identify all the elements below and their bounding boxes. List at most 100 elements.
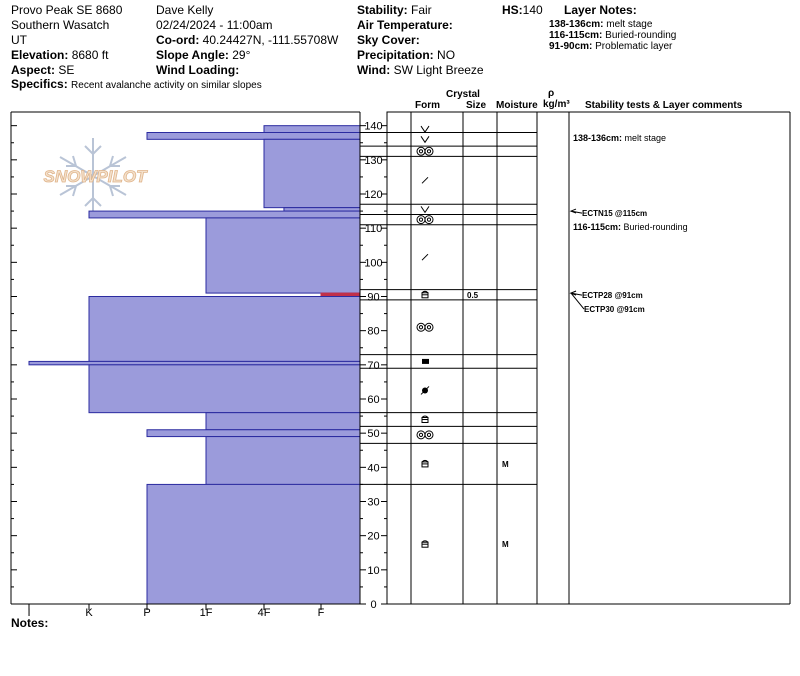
layer-note-3-range: 91-90cm:	[549, 41, 593, 52]
melt-circle	[416, 146, 426, 156]
coord-value: 40.24427N, -111.55708W	[202, 33, 339, 47]
comment-arrow	[570, 292, 585, 310]
snow-height: HS:140	[502, 3, 543, 18]
location-name: Provo Peak SE 8680	[11, 3, 123, 17]
faceted-icon	[421, 415, 429, 423]
hardness-bar	[263, 138, 361, 209]
graupel-icon	[420, 386, 430, 395]
precip-value: NO	[437, 48, 456, 62]
hardness-bar	[205, 436, 361, 485]
faceted-icon	[421, 540, 429, 548]
melt-circle	[424, 430, 434, 440]
layer-comment: 116-115cm: Buried-rounding	[573, 222, 688, 232]
density-unit-header: kg/m³	[543, 99, 570, 110]
melt-circle	[418, 325, 424, 330]
height-tick-label: 110	[365, 223, 383, 235]
depth-hoar-icon	[420, 125, 430, 133]
height-tick-label: 80	[367, 326, 379, 338]
layer-comment-range: 138-136cm:	[573, 133, 622, 143]
stability-comments: 138-136cm: melt stage ECTN15 @115cm 116-11…	[569, 133, 688, 314]
ice-block	[422, 358, 429, 364]
hardness-bar	[146, 429, 361, 438]
hardness-bar	[88, 364, 361, 414]
height-tick-label: 40	[367, 462, 379, 474]
melt-form-icon	[416, 215, 434, 225]
hardness-bar	[146, 132, 361, 140]
facet-arc	[421, 459, 429, 463]
air-temperature: Air Temperature:	[357, 18, 453, 33]
hardness-bar	[320, 292, 361, 298]
region-name: Southern Wasatch	[11, 18, 110, 32]
melt-circle	[416, 322, 426, 332]
hardness-tick-label: 4F	[258, 607, 271, 619]
stability-label: Stability:	[357, 3, 408, 17]
hardness-bar	[28, 360, 361, 366]
stability-test-result: ECTP28 @91cm	[582, 291, 643, 300]
layer-note-1: 138-136cm: melt stage	[549, 19, 652, 31]
decomposing-stroke	[421, 176, 429, 184]
height-tick-label: 120	[364, 189, 382, 201]
faceted-icon	[421, 290, 429, 299]
stability: Stability: Fair	[357, 3, 432, 18]
layer-cells: 0.5 M M	[416, 125, 509, 549]
hardness-bar	[263, 125, 361, 133]
melt-circle	[424, 146, 434, 156]
hardness-bar	[283, 207, 361, 212]
facet-arc	[421, 415, 429, 418]
wind-value: SW Light Breeze	[393, 63, 484, 77]
snowflake-logo-icon	[59, 138, 127, 214]
height-tick-label: 30	[367, 497, 379, 509]
height-tick-label: 20	[367, 531, 379, 543]
melt-circle	[418, 217, 424, 222]
comment-arrowhead	[569, 290, 577, 296]
layer-note-2-text: Buried-rounding	[605, 30, 677, 41]
facet-arc	[421, 540, 429, 543]
height-axis: 0 10 20 30 40 50 60 70 80 90 100 110 120 130 140	[11, 121, 387, 611]
height-tick-label: 130	[364, 155, 382, 167]
height-tick-label: 90	[367, 292, 379, 304]
layer-comment: 138-136cm: melt stage	[573, 133, 666, 143]
faceted-icon	[421, 459, 429, 468]
melt-circle	[416, 215, 426, 225]
hs-value: 140	[522, 3, 543, 17]
height-tick-label: 10	[367, 565, 379, 577]
form-header: Form	[415, 100, 440, 111]
layer-note-2: 116-115cm: Buried-rounding	[549, 30, 676, 42]
elevation-value: 8680 ft	[71, 48, 109, 62]
layer-comment-text: melt stage	[622, 133, 666, 143]
melt-circle	[426, 217, 432, 222]
melt-circle	[424, 215, 434, 225]
observer: Dave Kelly	[156, 3, 214, 17]
layer-boundaries	[360, 132, 537, 485]
hardness-bar	[88, 296, 361, 362]
sky-cover: Sky Cover:	[357, 33, 420, 48]
layer-note-2-range: 116-115cm:	[549, 30, 603, 41]
stability-value: Fair	[411, 3, 432, 17]
specifics-value: Recent avalanche activity on similar slo…	[71, 80, 262, 91]
sky-label: Sky Cover:	[357, 33, 420, 47]
layer-note-1-text: melt stage	[606, 19, 653, 30]
melt-circle	[416, 430, 426, 440]
size-header: Size	[466, 100, 487, 111]
hardness-tick-label: K	[85, 607, 93, 619]
depth-hoar-stroke	[420, 136, 430, 144]
hardness-tick-label: I	[27, 607, 30, 619]
slope-label: Slope Angle:	[156, 48, 229, 62]
air-temp-label: Air Temperature:	[357, 18, 453, 32]
layer-note-3: 91-90cm: Problematic layer	[549, 41, 672, 53]
specifics: Specifics: Recent avalanche activity on …	[11, 77, 262, 93]
melt-circle	[418, 432, 424, 437]
depth-hoar-stroke	[420, 125, 430, 133]
hardness-bar	[146, 483, 361, 605]
specifics-label: Specifics:	[11, 77, 68, 91]
height-tick-label: 60	[367, 394, 379, 406]
hardness-bar	[205, 217, 361, 294]
crystal-size-value: 0.5	[467, 291, 479, 300]
layer-comment-text: Buried-rounding	[621, 222, 688, 232]
moisture-value: M	[502, 540, 509, 549]
melt-circle	[426, 149, 432, 154]
melt-circle	[418, 149, 424, 154]
decomposing-icon	[421, 253, 429, 261]
melt-form-icon	[416, 322, 434, 332]
